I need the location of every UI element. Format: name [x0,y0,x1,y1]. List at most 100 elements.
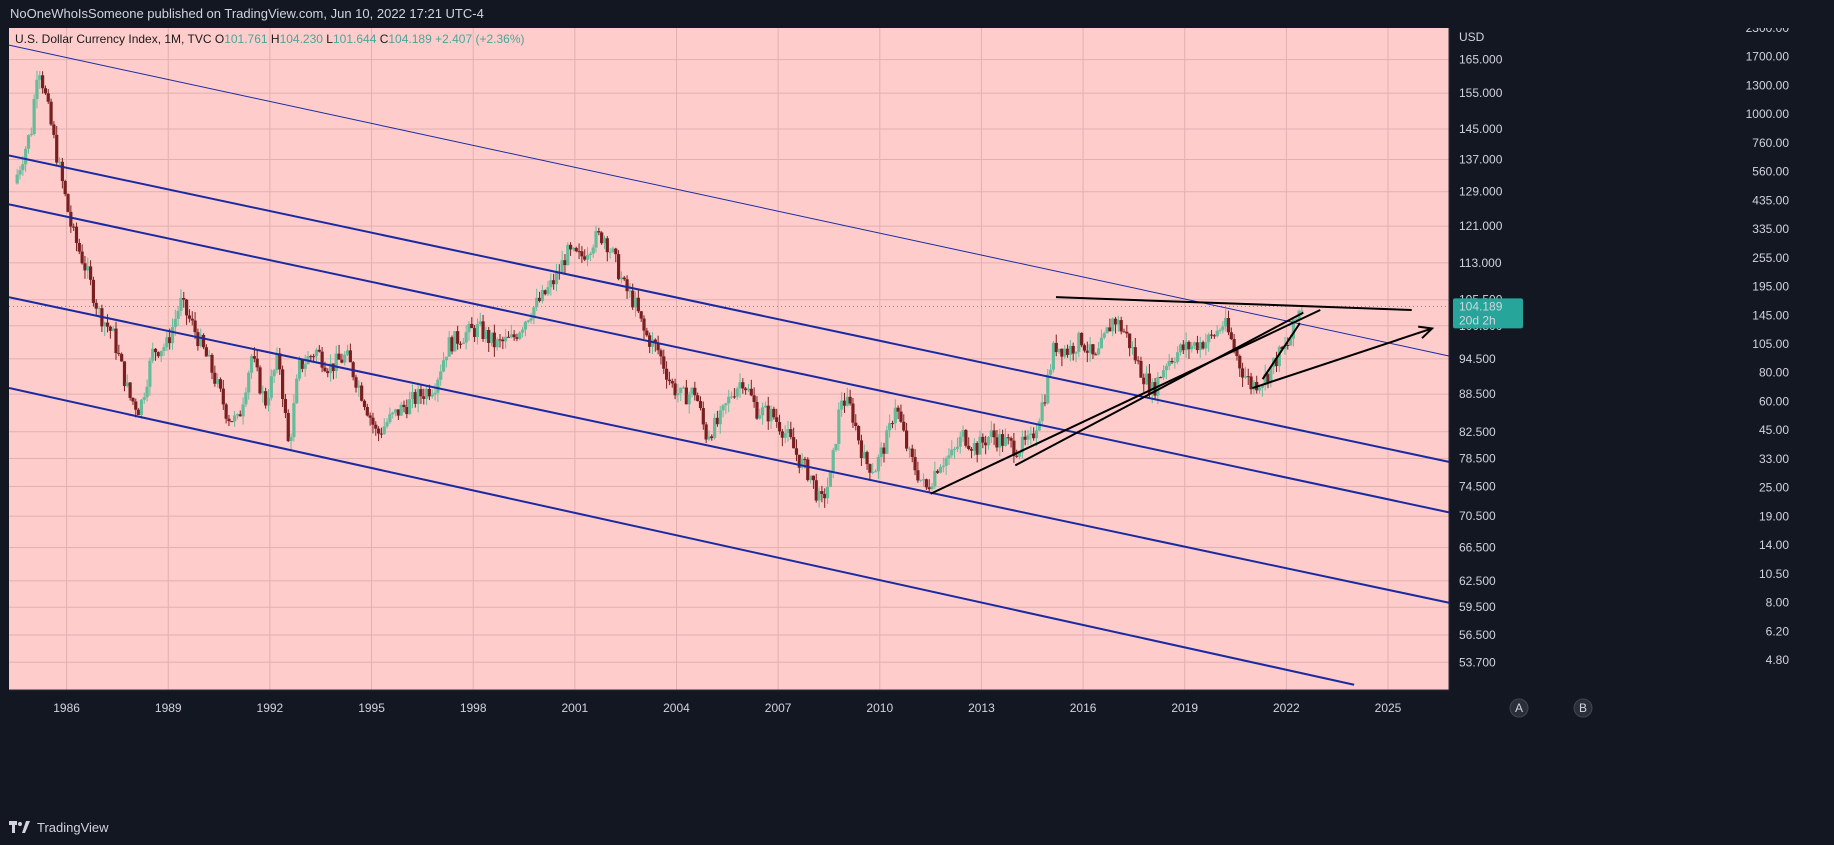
publish-line: NoOneWhoIsSomeone published on TradingVi… [10,6,484,21]
candle-body [117,353,121,355]
candle-body [907,448,912,450]
y-tick-label: 88.500 [1459,387,1496,401]
scale-button-b[interactable]: B [1573,698,1593,718]
candle-body [295,378,299,404]
channel-line[interactable] [9,296,1450,604]
y-tick-label: 78.500 [1459,451,1496,465]
candle-body [656,343,660,351]
legend-part: 101.644 [333,32,380,46]
candle-body [41,75,45,89]
candle-body [905,430,909,449]
secondary-tick-label: 60.00 [1759,394,1789,408]
channel-line[interactable] [9,203,1450,514]
channel-line[interactable] [9,44,1450,357]
candle-body [998,434,1002,448]
candle-body [456,331,460,344]
candle-body [309,356,313,358]
candle-body [969,449,974,451]
candle-body [461,342,465,344]
arrow-line[interactable] [1252,327,1433,389]
candle-body [608,251,612,253]
channel-line[interactable] [9,387,1355,686]
candle-body [176,310,180,320]
candle-body [134,401,138,410]
candle-body [1263,374,1267,386]
candle-body [168,337,172,344]
price-tag-countdown: 20d 2h [1459,313,1496,327]
footer-bar: TradingView [0,811,1834,845]
candle-body [1224,318,1228,327]
secondary-tick-label: 33.00 [1759,452,1789,466]
candle-body [848,396,852,404]
trend-line[interactable] [1014,311,1304,467]
candle-body [1235,349,1239,356]
candle-body [495,339,499,348]
candle-body [1207,334,1211,343]
candle-body [865,452,869,465]
secondary-tick-label: 10.50 [1759,567,1789,581]
candle-body [569,244,573,250]
candle-body [1300,310,1304,312]
tradingview-logo[interactable]: TradingView [9,819,109,835]
candle-body [201,334,206,348]
candle-body [458,343,463,345]
candle-body [1097,348,1101,355]
candle-body [233,415,237,422]
candle-body [628,290,632,292]
candle-body [504,336,508,342]
legend-part: H [271,32,280,46]
candle-body [402,404,406,408]
candle-body [227,418,231,422]
candle-body [766,405,770,422]
trend-line[interactable] [930,309,1321,495]
trend-line[interactable] [1261,322,1301,380]
candle-body [1057,348,1061,353]
secondary-tick-label: 25.00 [1759,481,1789,495]
candle-body [631,290,635,308]
scale-button-circle[interactable] [1573,698,1593,718]
candle-body [249,356,254,373]
candle-body [210,354,214,373]
chart-area[interactable]: 1986 1989 1992 1995 1998 2001 2004 2007 2010 2013… [9,28,1834,811]
candle-body [410,392,415,400]
candle-body [473,328,477,338]
candle-body [52,124,56,135]
candle-body [506,336,511,338]
candle-body [120,354,124,362]
candle-body [108,326,112,331]
scale-button-a[interactable]: A [1509,698,1529,718]
channel-line[interactable] [9,154,1450,463]
candle-body [408,399,412,415]
candle-body [876,457,880,472]
candle-body [1187,341,1191,350]
candle-body [693,387,697,396]
candle-body [1215,330,1219,337]
candle-body [986,436,991,446]
candle-body [343,354,347,363]
candle-body [704,424,708,440]
scale-button-circle[interactable] [1509,698,1529,718]
candle-body [698,401,703,409]
candle-body [840,400,844,410]
candle-body [1274,357,1279,367]
arrow-head-icon [1418,325,1435,339]
candle-body [368,415,372,418]
candle-body [758,415,762,419]
candle-body [1204,342,1208,349]
candle-body [512,334,516,338]
candle-body [910,448,914,458]
candle-body [1023,436,1027,440]
candle-body [413,392,417,404]
y-tick-label: 145.000 [1459,122,1503,136]
candle-body [297,359,302,379]
chart-svg[interactable]: 1986 1989 1992 1995 1998 2001 2004 2007 2010 2013… [9,28,1834,811]
candle-body [74,226,79,244]
trend-line[interactable] [1055,296,1412,311]
candle-body [489,332,494,344]
candle-body [597,231,601,233]
candle-body [893,407,897,424]
candle-body [967,445,971,450]
candle-body [1178,344,1183,353]
candle-body [955,446,960,449]
candle-body [60,161,64,182]
